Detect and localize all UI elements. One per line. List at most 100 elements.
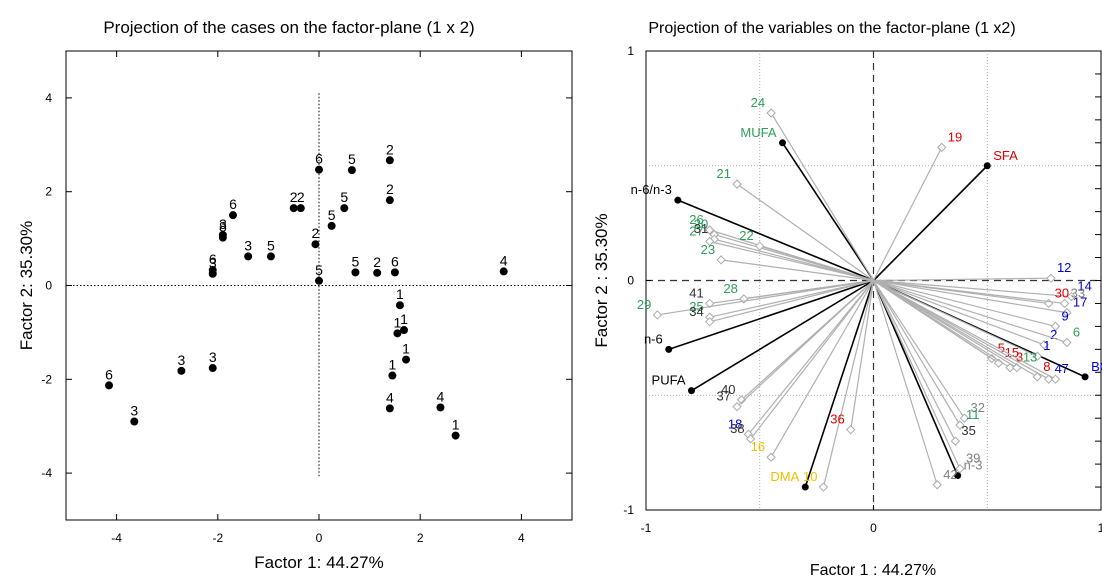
supplementary-point bbox=[1050, 321, 1061, 332]
supplementary-point bbox=[959, 413, 970, 423]
supplementary-point bbox=[1005, 363, 1015, 373]
supplementary-point-label: 34 bbox=[689, 304, 703, 319]
supplementary-point-label: 41 bbox=[689, 285, 703, 300]
supplementary-point-label: 33 bbox=[1071, 285, 1085, 300]
case-point bbox=[395, 301, 404, 310]
case-point-label: 3 bbox=[219, 216, 227, 232]
supplementary-point-label: 14 bbox=[1077, 279, 1091, 294]
supplementary-point-label: 42 bbox=[943, 467, 957, 482]
supplementary-point-label: 17 bbox=[1073, 295, 1087, 310]
supplementary-point-label: 10 bbox=[803, 469, 817, 484]
case-point-label: 6 bbox=[315, 151, 323, 167]
case-point-label: 4 bbox=[437, 388, 445, 404]
case-point-label: 1 bbox=[452, 417, 460, 433]
supplementary-point-label: 23 bbox=[701, 242, 715, 257]
supplementary-point bbox=[932, 480, 942, 490]
supplementary-vector-line bbox=[873, 279, 1068, 344]
variable-vector-line bbox=[872, 165, 988, 282]
supplementary-point bbox=[732, 402, 742, 412]
case-point bbox=[315, 276, 323, 285]
supplementary-point bbox=[955, 463, 965, 474]
right-y-tick-label: 0 bbox=[627, 274, 634, 288]
case-point bbox=[436, 403, 445, 412]
supplementary-vector-line bbox=[873, 279, 1045, 346]
case-point-label: 5 bbox=[315, 262, 323, 278]
supplementary-point bbox=[652, 310, 663, 320]
case-point-label: 6 bbox=[391, 253, 399, 269]
case-point-label: 5 bbox=[348, 151, 356, 167]
supplementary-point-label: 3 bbox=[1016, 350, 1023, 365]
supplementary-point-label: 37 bbox=[717, 389, 731, 404]
supplementary-vector-line bbox=[709, 279, 874, 323]
case-point bbox=[327, 221, 336, 230]
variable-vector-line bbox=[691, 279, 874, 392]
supplementary-point-label: 1 bbox=[1043, 338, 1050, 353]
supplementary-point-label: 30 bbox=[1055, 285, 1069, 300]
case-point-label: 6 bbox=[209, 251, 217, 267]
supplementary-point-label: 24 bbox=[751, 95, 765, 110]
case-point bbox=[289, 204, 298, 213]
variable-point-label: PUFA bbox=[652, 373, 686, 388]
supplementary-point-label: 29 bbox=[637, 297, 651, 312]
supplementary-vector-line bbox=[736, 280, 874, 408]
supplementary-vector-line bbox=[709, 240, 874, 282]
right-y-tick-label: 1 bbox=[627, 44, 634, 58]
case-point-label: 4 bbox=[500, 252, 508, 268]
case-point-label: 2 bbox=[297, 189, 305, 205]
supplementary-vector-line bbox=[873, 279, 1056, 327]
supplementary-point-label: 20 bbox=[694, 217, 708, 232]
variable-point-label: MUFA bbox=[740, 125, 776, 140]
supplementary-point-label: 16 bbox=[751, 439, 765, 454]
supplementary-point bbox=[1062, 307, 1072, 318]
variable-point bbox=[954, 472, 962, 480]
supplementary-point-label: 22 bbox=[739, 228, 753, 243]
case-point bbox=[347, 166, 356, 175]
case-point-label: 3 bbox=[209, 255, 217, 271]
case-point-label: 6 bbox=[105, 366, 113, 382]
supplementary-point bbox=[1050, 374, 1061, 384]
variable-point-label: BCFA bbox=[1091, 359, 1102, 374]
supplementary-point bbox=[955, 420, 965, 430]
left-y-tick-label: 2 bbox=[45, 185, 52, 199]
supplementary-vector-line bbox=[873, 279, 1038, 357]
supplementary-point bbox=[766, 108, 776, 118]
case-point bbox=[177, 366, 186, 375]
case-point-label: 3 bbox=[209, 349, 217, 365]
variable-point-label: DMA bbox=[770, 469, 799, 484]
supplementary-point-label: 18 bbox=[728, 416, 742, 431]
case-point bbox=[385, 196, 394, 205]
supplementary-point-label: 26 bbox=[689, 212, 703, 227]
case-point-label: 5 bbox=[267, 237, 275, 253]
case-point bbox=[388, 371, 397, 380]
supplementary-point-label: 40 bbox=[721, 382, 735, 397]
case-point-label: 5 bbox=[352, 253, 360, 269]
supplementary-vector-line bbox=[873, 277, 1051, 282]
supplementary-vector-line bbox=[873, 279, 1072, 298]
supplementary-point-label: 21 bbox=[717, 166, 731, 181]
supplementary-vector-line bbox=[747, 280, 874, 435]
supplementary-point bbox=[766, 452, 776, 462]
case-point bbox=[451, 431, 460, 440]
case-point-label: 1 bbox=[400, 311, 408, 327]
supplementary-vector-line bbox=[873, 279, 1067, 314]
left-x-tick-label: 2 bbox=[417, 531, 424, 545]
supplementary-vector-line bbox=[759, 245, 874, 282]
case-point bbox=[385, 404, 394, 413]
variable-point bbox=[801, 483, 809, 491]
case-point bbox=[296, 204, 305, 213]
case-point bbox=[402, 355, 411, 364]
supplementary-point bbox=[1066, 291, 1077, 302]
case-point-label: 5 bbox=[328, 207, 336, 223]
supplementary-vector-line bbox=[822, 280, 875, 488]
right-x-axis-label: Factor 1 : 44.27% bbox=[810, 562, 936, 579]
supplementary-point bbox=[704, 298, 715, 309]
supplementary-point bbox=[1032, 372, 1043, 382]
right-x-tick-label: 1 bbox=[1098, 521, 1102, 535]
supplementary-point-label: 36 bbox=[830, 412, 844, 427]
supplementary-point bbox=[950, 436, 961, 446]
supplementary-point-label: 28 bbox=[723, 281, 737, 296]
variable-point-label: SFA bbox=[993, 148, 1018, 163]
supplementary-point bbox=[937, 142, 947, 153]
variable-point bbox=[1081, 373, 1089, 381]
case-point-label: 1 bbox=[402, 341, 410, 357]
